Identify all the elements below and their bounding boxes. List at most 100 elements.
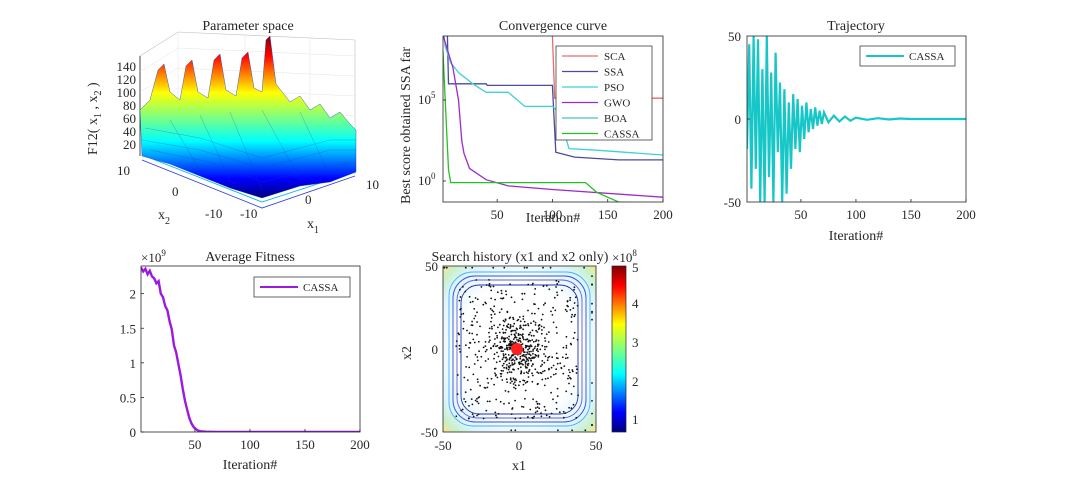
search-point: [545, 333, 548, 335]
search-point: [472, 338, 475, 341]
x-tick: 50: [491, 207, 504, 222]
x-tick: -50: [434, 438, 451, 453]
search-point: [564, 412, 567, 414]
search-point: [512, 377, 515, 380]
search-colorbar: [611, 265, 627, 433]
search-point: [512, 338, 515, 340]
surface-xticks: -10 0 10: [240, 177, 379, 221]
search-point: [584, 429, 587, 432]
convergence-xlabel: Iteration#: [526, 211, 580, 226]
legend-label-gwo: GWO: [604, 98, 630, 110]
search-xticks: -50 0 50: [434, 438, 602, 453]
search-point: [531, 329, 534, 332]
search-point: [554, 309, 557, 312]
search-point: [551, 356, 554, 359]
search-point: [564, 308, 567, 311]
search-point: [471, 320, 473, 323]
search-point: [476, 298, 479, 301]
search-point: [488, 400, 491, 403]
search-point: [531, 339, 534, 341]
search-point: [511, 408, 513, 410]
search-point: [458, 344, 461, 347]
search-point: [541, 329, 543, 331]
search-point: [568, 382, 570, 385]
search-point: [512, 318, 515, 321]
search-point: [501, 358, 504, 361]
search-point: [534, 288, 537, 290]
z-tick: 60: [123, 111, 136, 126]
search-point: [555, 326, 558, 329]
search-point: [537, 324, 540, 327]
search-point: [527, 340, 530, 343]
search-point: [487, 358, 490, 360]
search-point: [509, 327, 511, 329]
search-point: [509, 283, 511, 286]
search-point: [576, 304, 579, 307]
search-point: [484, 350, 487, 353]
fitness-series-group: [141, 266, 360, 432]
search-point: [541, 363, 543, 366]
search-point: [561, 356, 564, 359]
search-point: [517, 367, 520, 370]
search-point: [533, 293, 536, 296]
search-point: [510, 333, 513, 336]
legend-label-sca: SCA: [604, 51, 625, 63]
search-point: [567, 377, 569, 380]
search-point: [503, 320, 506, 323]
search-point: [464, 266, 467, 269]
search-point: [510, 413, 513, 415]
series-line-ssa: [446, 36, 663, 161]
search-point: [532, 348, 535, 351]
search-point: [527, 372, 529, 375]
search-point: [464, 391, 467, 394]
search-point: [527, 323, 529, 325]
search-point: [543, 384, 546, 387]
search-point: [522, 383, 525, 386]
search-point: [572, 385, 575, 388]
search-point: [498, 311, 501, 314]
search-point: [518, 363, 521, 366]
search-point: [536, 410, 539, 413]
search-point: [547, 377, 549, 380]
search-point: [570, 393, 573, 395]
search-point: [509, 324, 512, 326]
search-point: [488, 341, 490, 343]
search-point: [473, 363, 476, 365]
search-point: [565, 347, 568, 349]
search-point: [557, 280, 560, 283]
search-point: [500, 345, 503, 348]
search-point: [499, 372, 502, 375]
search-point: [466, 329, 468, 332]
search-point: [533, 347, 536, 350]
search-point: [509, 340, 511, 343]
search-point: [540, 325, 543, 328]
y-tick: 50: [425, 259, 438, 274]
fitness-title: Average Fitness: [205, 250, 295, 265]
search-point: [506, 325, 509, 328]
search-point: [495, 361, 498, 364]
search-point: [527, 324, 530, 327]
x-tick: 150: [598, 207, 618, 222]
search-point: [510, 429, 513, 432]
search-point: [502, 297, 505, 299]
search-point: [477, 402, 480, 405]
search-point: [504, 331, 507, 334]
search-point: [496, 336, 499, 339]
search-point: [469, 342, 472, 344]
search-point: [464, 290, 467, 293]
search-point: [534, 411, 537, 414]
search-point: [484, 341, 487, 343]
search-point: [476, 311, 478, 314]
search-point: [539, 371, 542, 374]
y-tick: 0: [432, 342, 439, 357]
search-point: [532, 363, 534, 366]
search-point: [571, 313, 573, 316]
search-point: [521, 292, 524, 295]
search-point: [507, 354, 510, 356]
search-point: [507, 338, 510, 341]
convergence-xticks: 50 100 150 200: [491, 199, 673, 222]
z-tick: 100: [117, 85, 137, 100]
x-tick: 200: [653, 207, 673, 222]
search-point: [573, 286, 576, 289]
search-point: [459, 296, 462, 298]
